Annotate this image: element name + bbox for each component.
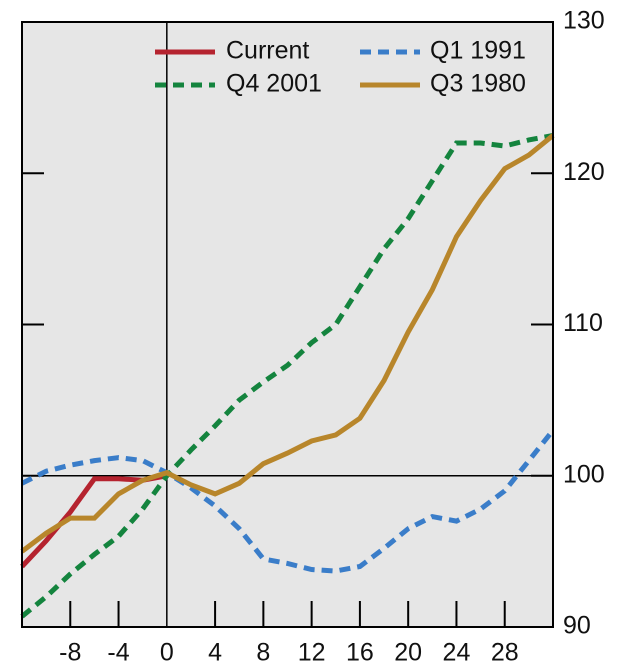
legend-label: Q4 2001 bbox=[226, 70, 322, 98]
x-tick-label: 16 bbox=[346, 639, 374, 667]
x-tick-label: 20 bbox=[394, 639, 422, 667]
legend-label: Q1 1991 bbox=[430, 37, 526, 65]
x-tick-label: -8 bbox=[59, 639, 81, 667]
x-tick-label: 8 bbox=[256, 639, 270, 667]
series-line bbox=[20, 132, 554, 619]
x-tick-label: 28 bbox=[491, 639, 519, 667]
y-tick-label: 110 bbox=[563, 309, 603, 337]
x-tick-label: 12 bbox=[298, 639, 326, 667]
y-tick-label: 130 bbox=[563, 7, 605, 35]
x-tick-label: 4 bbox=[208, 639, 222, 667]
series-line bbox=[20, 428, 555, 574]
y-tick-label: 90 bbox=[563, 612, 591, 640]
series-line bbox=[20, 133, 555, 554]
plot-background bbox=[22, 22, 553, 627]
y-tick-label: 120 bbox=[563, 158, 605, 186]
x-tick-label: 24 bbox=[443, 639, 471, 667]
legend-label: Current bbox=[226, 37, 309, 65]
plot-frame bbox=[21, 21, 554, 628]
y-tick-label: 100 bbox=[563, 460, 605, 488]
legend-label: Q3 1980 bbox=[430, 70, 526, 98]
x-tick-label: 0 bbox=[160, 639, 174, 667]
x-tick-label: -4 bbox=[107, 639, 129, 667]
